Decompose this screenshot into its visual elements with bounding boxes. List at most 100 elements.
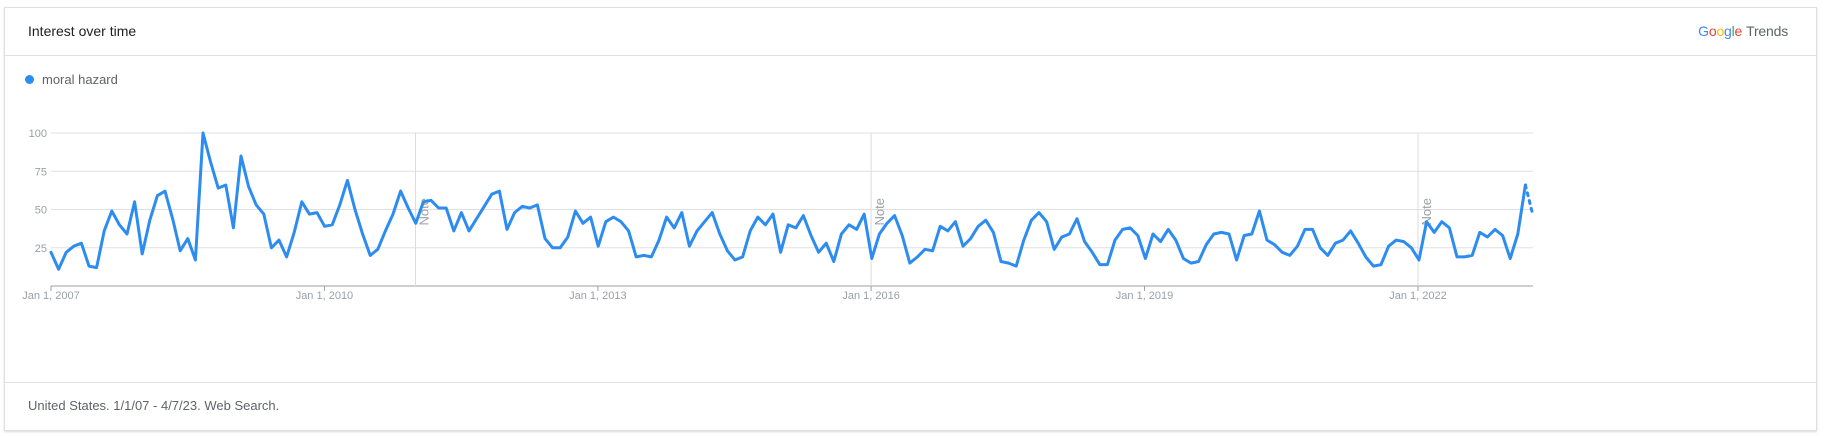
series-point[interactable]	[665, 215, 669, 219]
series-point[interactable]	[1387, 244, 1391, 248]
series-point[interactable]	[520, 204, 524, 208]
series-point[interactable]	[824, 241, 828, 245]
series-point[interactable]	[710, 211, 714, 215]
series-point[interactable]	[528, 206, 532, 210]
series-point[interactable]	[779, 250, 783, 254]
series-point[interactable]	[209, 160, 213, 164]
series-point[interactable]	[1159, 240, 1163, 244]
series-point[interactable]	[908, 261, 912, 265]
series-point[interactable]	[1105, 263, 1109, 267]
series-point[interactable]	[254, 203, 258, 207]
series-point[interactable]	[1098, 263, 1102, 267]
series-point[interactable]	[513, 211, 517, 215]
series-point[interactable]	[535, 203, 539, 207]
series-point[interactable]	[133, 200, 137, 204]
series-point[interactable]	[1060, 235, 1064, 239]
series-point[interactable]	[611, 215, 615, 219]
series-point[interactable]	[307, 212, 311, 216]
series-point[interactable]	[1250, 232, 1254, 236]
series-point[interactable]	[1531, 214, 1535, 218]
series-point[interactable]	[300, 200, 304, 204]
series-point[interactable]	[1090, 250, 1094, 254]
series-point[interactable]	[1280, 250, 1284, 254]
series-point[interactable]	[725, 249, 729, 253]
series-point[interactable]	[1113, 238, 1117, 242]
series-point[interactable]	[809, 234, 813, 238]
series-point[interactable]	[817, 250, 821, 254]
series-point[interactable]	[1067, 232, 1071, 236]
series-point[interactable]	[718, 232, 722, 236]
series-point[interactable]	[619, 220, 623, 224]
series-point[interactable]	[383, 229, 387, 233]
series-point[interactable]	[421, 200, 425, 204]
series-point[interactable]	[1007, 261, 1011, 265]
series-point[interactable]	[1212, 232, 1216, 236]
series-point[interactable]	[1303, 227, 1307, 231]
series-point[interactable]	[1470, 253, 1474, 257]
series-point[interactable]	[877, 232, 881, 236]
series-point[interactable]	[87, 264, 91, 268]
series-point[interactable]	[315, 211, 319, 215]
series-point[interactable]	[558, 246, 562, 250]
series-point[interactable]	[733, 258, 737, 262]
series-point[interactable]	[1432, 230, 1436, 234]
series-point[interactable]	[110, 209, 114, 213]
series-point[interactable]	[915, 255, 919, 259]
series-point[interactable]	[482, 204, 486, 208]
series-point[interactable]	[1166, 227, 1170, 231]
series-point[interactable]	[1288, 253, 1292, 257]
series-point[interactable]	[437, 206, 441, 210]
series-point[interactable]	[923, 247, 927, 251]
series-point[interactable]	[1257, 209, 1261, 213]
series-point[interactable]	[1493, 227, 1497, 231]
series-point[interactable]	[801, 214, 805, 218]
series-point[interactable]	[991, 230, 995, 234]
series-point[interactable]	[1455, 255, 1459, 259]
series-point[interactable]	[1151, 232, 1155, 236]
series-point[interactable]	[1402, 240, 1406, 244]
series-point[interactable]	[1318, 246, 1322, 250]
series-point[interactable]	[596, 244, 600, 248]
series-point[interactable]	[1485, 235, 1489, 239]
series-point[interactable]	[1143, 256, 1147, 260]
series-point[interactable]	[832, 260, 836, 264]
series-point[interactable]	[900, 234, 904, 238]
series-point[interactable]	[1379, 263, 1383, 267]
series-point[interactable]	[657, 238, 661, 242]
series-point[interactable]	[741, 255, 745, 259]
series-point[interactable]	[292, 230, 296, 234]
series-point[interactable]	[847, 223, 851, 227]
series-point[interactable]	[953, 220, 957, 224]
series-point[interactable]	[1014, 264, 1018, 268]
series-point[interactable]	[893, 214, 897, 218]
series-point[interactable]	[186, 237, 190, 241]
series-point[interactable]	[961, 244, 965, 248]
series-point[interactable]	[551, 246, 555, 250]
series-point[interactable]	[1364, 255, 1368, 259]
series-point[interactable]	[589, 215, 593, 219]
series-point[interactable]	[49, 250, 53, 254]
series-point[interactable]	[1311, 227, 1315, 231]
series-point[interactable]	[969, 237, 973, 241]
series-point[interactable]	[946, 229, 950, 233]
series-point[interactable]	[566, 235, 570, 239]
series-point[interactable]	[695, 229, 699, 233]
series-point[interactable]	[193, 258, 197, 262]
series-point[interactable]	[459, 211, 463, 215]
series-point[interactable]	[839, 232, 843, 236]
series-point[interactable]	[269, 246, 273, 250]
series-point[interactable]	[57, 267, 61, 271]
series-point[interactable]	[285, 255, 289, 259]
series-point[interactable]	[885, 221, 889, 225]
series-point[interactable]	[1022, 238, 1026, 242]
series-point[interactable]	[277, 238, 281, 242]
series-point[interactable]	[999, 260, 1003, 264]
series-point[interactable]	[1136, 234, 1140, 238]
series-point[interactable]	[1227, 232, 1231, 236]
series-point[interactable]	[1409, 246, 1413, 250]
series-point[interactable]	[148, 218, 152, 222]
series-point[interactable]	[125, 232, 129, 236]
series-point[interactable]	[703, 220, 707, 224]
google-trends-logo[interactable]: Google Trends	[1698, 23, 1788, 39]
series-point[interactable]	[330, 223, 334, 227]
